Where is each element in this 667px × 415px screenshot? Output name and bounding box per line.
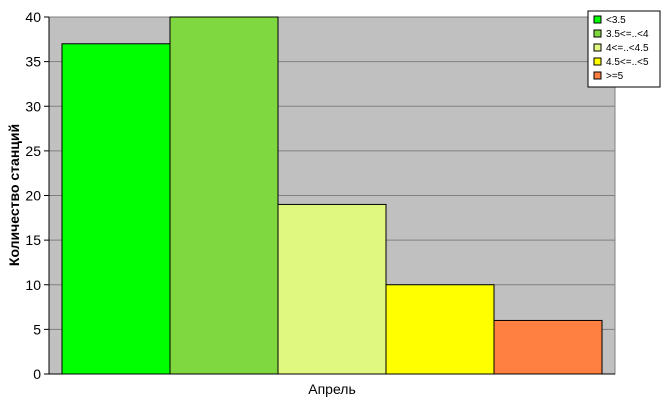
- legend-label: <3.5: [606, 15, 626, 26]
- bar: [385, 284, 495, 375]
- y-tick-label: 10: [25, 277, 41, 293]
- y-tick-label: 0: [33, 366, 41, 382]
- bar: [169, 16, 279, 375]
- bar: [277, 203, 387, 375]
- y-tick-label: 20: [25, 188, 41, 204]
- bar: [61, 43, 171, 375]
- legend: <3.5 3.5<=..<4 4<=..<4.5 4.5<=..<5 >=5: [587, 10, 661, 88]
- y-tick-label: 25: [25, 143, 41, 159]
- y-tick-label: 15: [25, 232, 41, 248]
- legend-label: 3.5<=..<4: [606, 29, 649, 40]
- y-tick-label: 30: [25, 98, 41, 114]
- legend-swatch: [593, 29, 602, 38]
- legend-swatch: [593, 15, 602, 24]
- bar: [493, 319, 603, 375]
- legend-label: >=5: [606, 71, 624, 82]
- legend-label: 4<=..<4.5: [606, 43, 649, 54]
- y-ticks: 0 5 10 15 20 25 30 35 40: [25, 9, 49, 382]
- bars-group: [61, 16, 603, 375]
- y-tick-label: 5: [33, 321, 41, 337]
- legend-swatch: [593, 57, 602, 66]
- x-category-label: Апрель: [308, 381, 356, 397]
- legend-swatch: [593, 71, 602, 80]
- y-tick-label: 35: [25, 54, 41, 70]
- legend-swatch: [593, 43, 602, 52]
- y-tick-label: 40: [25, 9, 41, 25]
- y-axis-label: Количество станций: [6, 124, 22, 266]
- legend-label: 4.5<=..<5: [606, 57, 649, 68]
